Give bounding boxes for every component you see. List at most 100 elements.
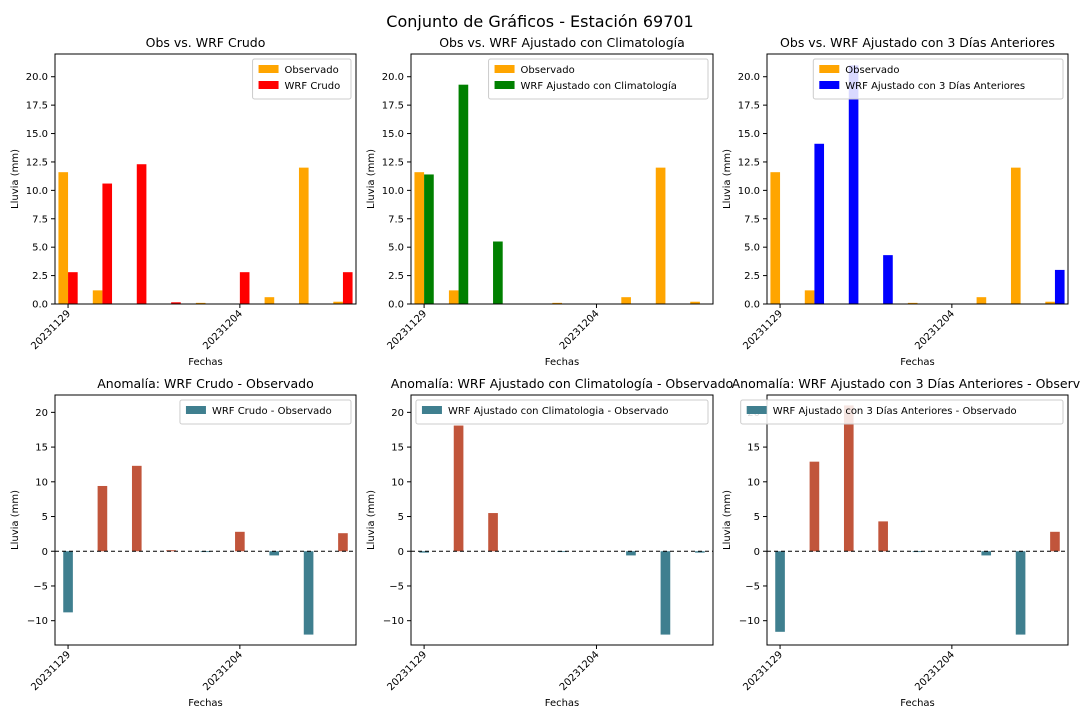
legend-box (488, 58, 709, 100)
bar (552, 302, 562, 304)
chart-title: Anomalía: WRF Ajustado con 3 Días Anteri… (732, 376, 1080, 391)
chart-title: Obs vs. WRF Crudo (146, 35, 266, 50)
y-tick-label: 5 (42, 512, 48, 523)
bar (493, 241, 503, 304)
y-tick-label: 7.5 (744, 214, 760, 225)
y-tick-label: 20.0 (738, 72, 760, 83)
chart-panel-3: Obs vs. WRF Ajustado con 3 Días Anterior… (722, 35, 1069, 368)
y-tick-label: 10 (391, 477, 404, 488)
x-tick-label: 20231129 (385, 649, 429, 693)
y-axis-label: Lluvia (mm) (10, 490, 21, 550)
bar (58, 172, 69, 304)
chart-panel-6: Anomalía: WRF Ajustado con 3 Días Anteri… (722, 376, 1080, 709)
bar (171, 302, 181, 304)
bar (269, 551, 280, 556)
bar (775, 551, 785, 632)
y-tick-label: 10.0 (382, 186, 404, 197)
chart-panel-2: Obs vs. WRF Ajustado con Climatología 0.0… (366, 35, 714, 368)
bar (419, 551, 429, 553)
bar (424, 174, 434, 304)
y-axis-label: Lluvia (mm) (366, 490, 377, 550)
legend-entry: Observado (521, 65, 575, 76)
y-axis-label: Lluvia (mm) (10, 149, 21, 209)
bar (1010, 167, 1021, 304)
y-tick-label: 17.5 (26, 101, 48, 112)
bar (843, 405, 854, 552)
bar (1054, 269, 1065, 304)
legend-entry: Observado (845, 65, 899, 76)
y-tick-label: 15.0 (738, 129, 760, 140)
bar (488, 513, 498, 552)
y-tick-label: −5 (389, 581, 404, 592)
legend-swatch (421, 406, 442, 414)
x-axis-label: Fechas (900, 357, 935, 368)
y-tick-label: 0.0 (32, 300, 48, 311)
x-tick-label: 20231204 (201, 308, 245, 352)
x-tick-label: 20231129 (385, 308, 429, 352)
bar (453, 425, 464, 552)
legend-entry: Observado (285, 65, 339, 76)
legend-box (415, 399, 709, 425)
y-tick-label: 20.0 (382, 72, 404, 83)
y-tick-label: 5 (754, 512, 760, 523)
y-axis-label: Lluvia (mm) (366, 149, 377, 209)
bar (848, 65, 859, 304)
plot-frame (766, 53, 1069, 305)
y-tick-label: 10.0 (738, 186, 760, 197)
y-tick-label: −5 (745, 581, 760, 592)
bar (809, 461, 820, 552)
bar (1015, 551, 1026, 635)
y-tick-label: −5 (33, 581, 48, 592)
y-tick-label: −10 (739, 616, 760, 627)
legend-entry: WRF Crudo (285, 81, 341, 92)
bar (621, 297, 631, 304)
y-tick-label: 12.5 (382, 157, 404, 168)
bar (660, 551, 671, 635)
legend-entry: WRF Ajustado con 3 Días Anteriores - Obs… (773, 405, 1017, 417)
legend-swatch (185, 406, 206, 414)
bar (655, 167, 666, 304)
x-tick-label: 20231204 (201, 649, 245, 693)
y-tick-label: −10 (383, 616, 404, 627)
bar (626, 551, 636, 556)
legend-entry: WRF Ajustado con Climatología (521, 80, 677, 92)
bar (458, 84, 469, 304)
legend: WRF Crudo - Observado (179, 399, 352, 425)
legend-swatch (258, 81, 279, 89)
x-tick-label: 20231204 (558, 308, 602, 352)
y-tick-label: 15 (747, 443, 760, 454)
bar (97, 485, 108, 552)
y-tick-label: −10 (27, 616, 48, 627)
chart-title: Obs vs. WRF Ajustado con 3 Días Anterior… (780, 35, 1055, 50)
y-tick-label: 2.5 (32, 271, 48, 282)
legend-entry: WRF Crudo - Observado (212, 406, 332, 417)
bar (338, 533, 348, 552)
y-tick-label: 5 (398, 512, 404, 523)
y-tick-label: 10 (747, 477, 760, 488)
bar (239, 272, 250, 304)
plot-frame (54, 394, 357, 646)
y-tick-label: 7.5 (388, 214, 404, 225)
y-tick-label: 0.0 (744, 300, 760, 311)
y-tick-label: 10.0 (26, 186, 48, 197)
bar (63, 551, 73, 613)
bar (342, 272, 353, 304)
y-tick-label: 15.0 (26, 129, 48, 140)
y-tick-label: 2.5 (388, 271, 404, 282)
bar (264, 297, 275, 304)
chart-panel-1: Obs vs. WRF Crudo 0.0 2.5 5.0 7.5 10.0 12.5 15.… (10, 35, 357, 368)
legend: Observado WRF Ajustado con 3 Días Anterio… (812, 58, 1064, 100)
bar (1045, 301, 1055, 304)
y-tick-label: 5.0 (744, 243, 760, 254)
bar (303, 551, 314, 635)
bar (102, 183, 113, 304)
x-axis-label: Fechas (188, 698, 223, 709)
bar (1050, 531, 1060, 552)
y-tick-label: 20.0 (26, 72, 48, 83)
plot-frame (54, 53, 357, 305)
legend-entry: WRF Ajustado con 3 Días Anteriores (845, 80, 1025, 92)
y-tick-label: 7.5 (32, 214, 48, 225)
bar (690, 301, 700, 304)
legend-swatch (819, 81, 840, 89)
